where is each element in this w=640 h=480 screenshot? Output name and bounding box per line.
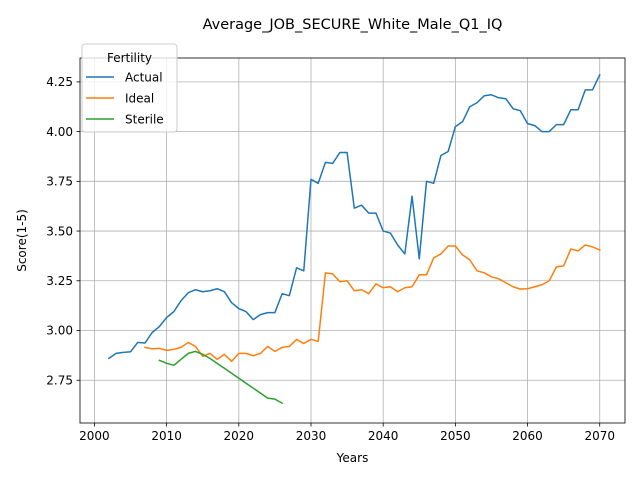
chart-title: Average_JOB_SECURE_White_Male_Q1_IQ <box>203 17 503 33</box>
y-tick-label: 3.25 <box>46 274 73 288</box>
legend-title: Fertility <box>107 51 152 65</box>
series-layer <box>107 73 601 405</box>
series-line-sterile <box>158 350 284 405</box>
legend-box <box>81 43 178 133</box>
y-tick-label: 4.00 <box>46 125 73 139</box>
x-tick-label: 2010 <box>151 429 182 443</box>
legend-label-ideal: Ideal <box>125 92 154 106</box>
y-tick-label: 3.75 <box>46 175 73 189</box>
x-tick-label: 2070 <box>584 429 615 443</box>
x-tick-label: 2020 <box>224 429 255 443</box>
x-axis-label: Years <box>336 451 369 465</box>
y-tick-label: 3.00 <box>46 324 73 338</box>
series-line-actual <box>107 73 601 360</box>
plot-frame <box>79 57 626 424</box>
y-axis-ticks: 2.75 3.00 3.25 3.50 3.75 4.00 4.25 <box>46 75 80 387</box>
legend-label-sterile: Sterile <box>125 113 164 127</box>
series-line-ideal <box>144 244 601 363</box>
y-axis-label: Score(1-5) <box>15 209 29 272</box>
legend: Fertility Actual Ideal Sterile <box>81 43 178 133</box>
y-tick-label: 3.50 <box>46 224 73 238</box>
x-tick-label: 2060 <box>512 429 543 443</box>
x-tick-label: 2050 <box>440 429 471 443</box>
y-tick-label: 2.75 <box>46 373 73 387</box>
x-axis-ticks: 2000 2010 2020 2030 2040 2050 2060 2070 <box>79 423 615 443</box>
legend-label-actual: Actual <box>125 71 163 85</box>
x-tick-label: 2040 <box>368 429 399 443</box>
x-tick-label: 2030 <box>296 429 327 443</box>
y-tick-label: 4.25 <box>46 75 73 89</box>
grid-lines <box>80 58 625 423</box>
x-tick-label: 2000 <box>79 429 110 443</box>
